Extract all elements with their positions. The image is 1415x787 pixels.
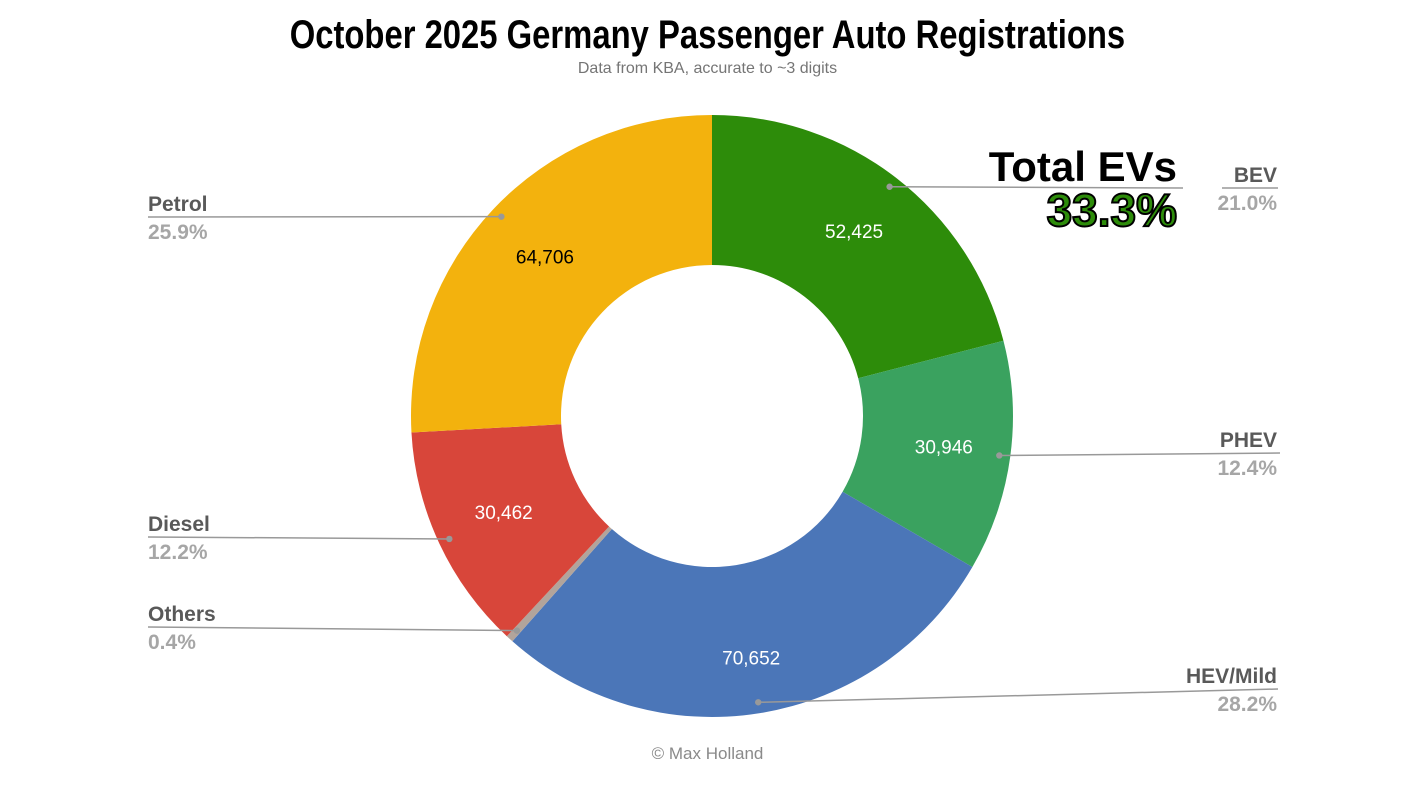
callout-label-bev: BEV 21.0%: [1217, 164, 1277, 216]
slice-value-label-diesel: 30,462: [475, 503, 533, 524]
leader-dot-bev: [886, 183, 893, 190]
callout-percent-petrol: 25.9%: [148, 221, 208, 244]
slice-value-label-phev: 30,946: [915, 437, 973, 458]
leader-line-phev: [999, 452, 1281, 457]
leader-line-hev-mild: [758, 688, 1279, 704]
callout-percent-others: 0.4%: [148, 631, 196, 654]
chart-title: October 2025 Germany Passenger Auto Regi…: [289, 13, 1126, 57]
pie-slice-petrol: [411, 115, 712, 433]
chart-title-wrap: October 2025 Germany Passenger Auto Regi…: [0, 14, 1415, 56]
pie-slice-hev-mild: [512, 491, 973, 717]
callout-name-phev: PHEV: [1219, 429, 1277, 452]
callout-name-bev: BEV: [1233, 164, 1277, 187]
total-evs-label: Total EVs: [988, 143, 1177, 190]
callout-name-petrol: Petrol: [148, 193, 208, 216]
callout-name-hev-mild: HEV/Mild: [1185, 665, 1277, 688]
leader-dot-others: [513, 627, 521, 634]
callout-percent-hev-mild: 28.2%: [1217, 693, 1277, 716]
slice-value-label-hev-mild: 70,652: [722, 648, 780, 669]
callout-percent-bev: 21.0%: [1217, 192, 1277, 215]
callout-label-others: Others 0.4%: [148, 603, 216, 655]
leader-line-others: [147, 626, 517, 632]
callout-name-others: Others: [148, 603, 216, 626]
leader-line-diesel: [147, 536, 450, 540]
callout-label-petrol: Petrol 25.9%: [148, 193, 208, 245]
leader-dot-diesel: [446, 535, 453, 543]
callout-percent-phev: 12.4%: [1217, 457, 1277, 480]
pie-slice-bev: [712, 115, 1004, 379]
slice-value-label-bev: 52,425: [825, 222, 883, 243]
leader-dot-phev: [996, 452, 1003, 459]
copyright-credit: © Max Holland: [651, 744, 764, 763]
callout-label-hev-mild: HEV/Mild 28.2%: [1186, 665, 1277, 717]
callout-percent-diesel: 12.2%: [148, 541, 208, 564]
leader-dot-hev-mild: [755, 699, 762, 706]
total-evs-value: 33.3%: [1046, 184, 1178, 236]
chart-subtitle: Data from KBA, accurate to ~3 digits: [577, 60, 838, 77]
slice-value-label-petrol: 64,706: [516, 247, 574, 268]
callout-label-phev: PHEV 12.4%: [1217, 429, 1277, 481]
callout-name-diesel: Diesel: [148, 513, 210, 536]
leader-line-bev: [889, 185, 1184, 189]
pie-slice-phev: [842, 340, 1013, 568]
total-evs-annotation: Total EVs 33.3%: [988, 143, 1178, 236]
pie-slice-diesel: [411, 424, 610, 637]
leader-dot-petrol: [498, 213, 505, 220]
pie-slice-others: [506, 526, 612, 642]
callout-label-diesel: Diesel 12.2%: [148, 513, 210, 565]
